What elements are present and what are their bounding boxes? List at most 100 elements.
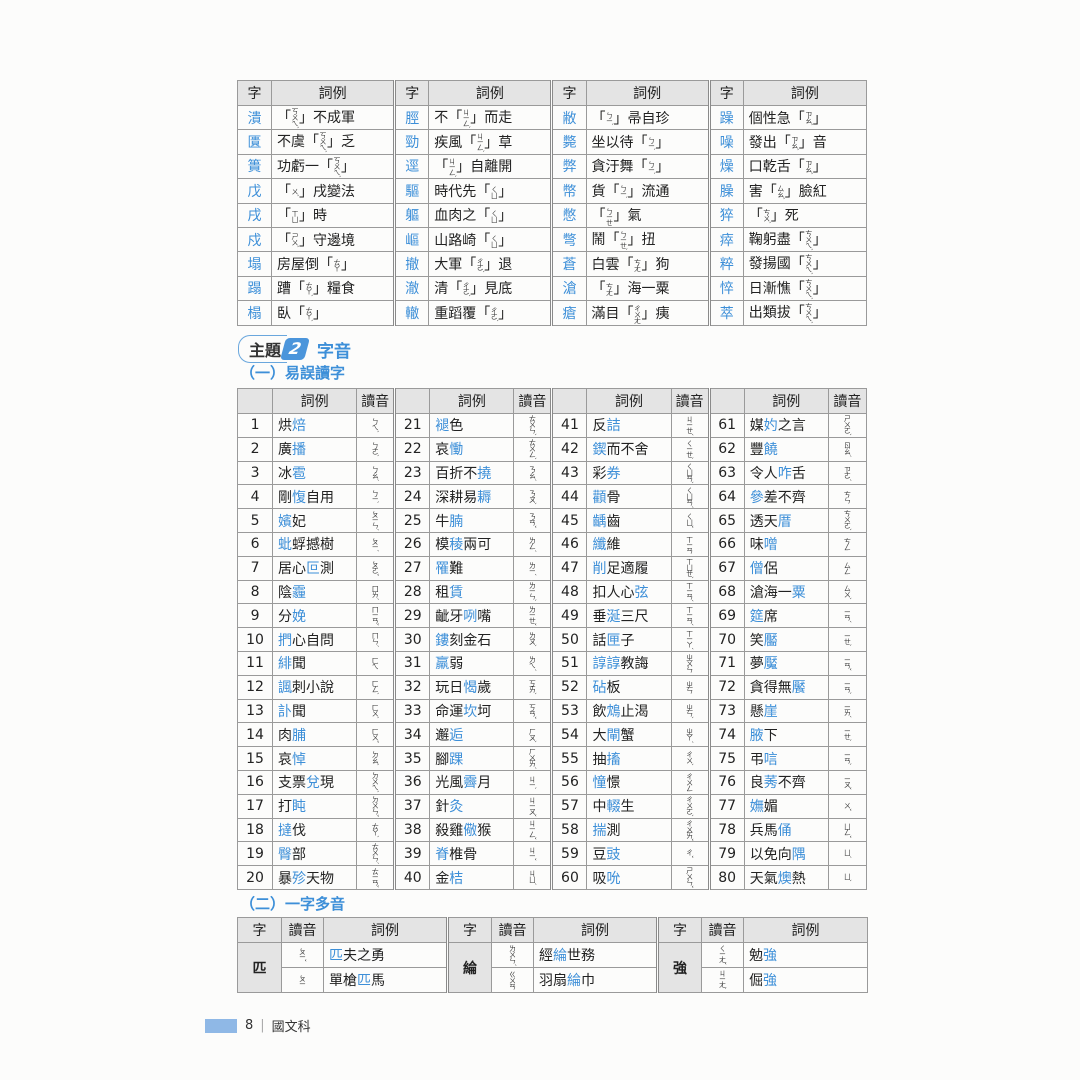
item-number: 26 bbox=[393, 531, 431, 557]
highlighted-char: 靨 bbox=[763, 632, 778, 649]
zhuyin-reading: ㄗㄜˊ bbox=[843, 465, 852, 481]
item-number: 28 bbox=[393, 579, 431, 605]
zhuyin-annotation: ㄊㄚ bbox=[333, 259, 342, 272]
zhuyin-reading: ㄆㄧˇ bbox=[298, 948, 307, 962]
zhuyin-annotation: ㄊㄚˋ bbox=[305, 282, 314, 297]
header-example: 詞例 bbox=[323, 917, 448, 943]
char-cell: 猝 bbox=[707, 202, 744, 228]
example-cell: 兵馬俑 bbox=[743, 817, 829, 843]
example-post: 」 bbox=[498, 232, 513, 249]
highlighted-char: 愎 bbox=[292, 489, 307, 506]
reading-cell: ㄌㄧㄝˇ bbox=[513, 603, 553, 629]
highlighted-char: 盹 bbox=[292, 799, 307, 816]
example-cell: 吸吮 bbox=[586, 865, 672, 890]
reading-cell: ㄖㄠˊ bbox=[827, 436, 868, 462]
example-post: 蜉撼樹 bbox=[292, 537, 335, 554]
example-cell: 「ㄎㄨㄟˋ」不成軍 bbox=[271, 104, 396, 131]
example-pre: 倔 bbox=[749, 973, 763, 989]
zhuyin-annotation: ㄔㄜˋ bbox=[462, 282, 471, 297]
example-post: 」 bbox=[812, 280, 827, 297]
highlighted-char: 悼 bbox=[292, 751, 307, 768]
zhuyin-reading: ㄧㄝˋ bbox=[843, 728, 852, 742]
example-post: 」 bbox=[498, 208, 513, 225]
example-post: 」痍 bbox=[641, 305, 670, 322]
example-post: 媚 bbox=[763, 799, 778, 816]
zhuyin-annotation: ㄐㄧㄥˋ bbox=[462, 108, 471, 128]
example-pre: 「 bbox=[591, 110, 606, 127]
example-cell: 房屋倒「ㄊㄚ」 bbox=[271, 251, 396, 277]
example-cell: 僧侶 bbox=[743, 555, 829, 581]
zhuyin-annotation: ㄎㄨㄟˋ bbox=[333, 156, 342, 178]
zhuyin-reading: ㄑㄧㄝˋ bbox=[685, 439, 694, 459]
reading-cell: ㄓㄣ bbox=[670, 674, 710, 700]
example-post: 板 bbox=[606, 680, 621, 697]
example-post: 」守邊境 bbox=[299, 232, 356, 249]
highlighted-char: 腋 bbox=[749, 727, 764, 744]
example-post: 巾 bbox=[581, 973, 595, 989]
example-pre: 彩 bbox=[592, 465, 607, 482]
example-post: 」 bbox=[313, 305, 328, 322]
example-pre: 哀 bbox=[435, 442, 450, 459]
example-pre: 支票 bbox=[278, 775, 307, 792]
example-pre: 「 bbox=[434, 159, 449, 176]
example-pre: 命運 bbox=[435, 703, 464, 720]
table-row: 14 肉脯 ㄈㄨˇ 34 邂逅 ㄏㄡˋ 54 大閘蟹 ㄓㄚˊ 74 腋下 ㄧㄝˋ bbox=[236, 722, 868, 748]
example-post: 世務 bbox=[567, 948, 595, 964]
example-cell: 針灸 bbox=[429, 793, 515, 819]
item-number: 9 bbox=[236, 603, 274, 629]
example-pre: 個性急「 bbox=[748, 110, 805, 127]
example-cell: 齲齒 bbox=[586, 508, 672, 533]
zhuyin-reading: ㄧㄞˊ bbox=[843, 704, 852, 718]
example-pre: 「 bbox=[591, 208, 606, 225]
example-post: 」臉紅 bbox=[784, 183, 827, 200]
example-post: 弱 bbox=[449, 656, 464, 673]
item-number: 42 bbox=[550, 436, 588, 462]
header-reading: 讀音 bbox=[491, 917, 534, 943]
example-pre: 居心 bbox=[278, 561, 307, 578]
example-post: 夫之勇 bbox=[343, 948, 385, 964]
example-pre: 模 bbox=[435, 537, 450, 554]
reading-cell: ㄌㄡˋ bbox=[513, 627, 553, 652]
item-number: 15 bbox=[236, 746, 274, 771]
example-pre: 發揚國「 bbox=[748, 256, 805, 273]
zhuyin-reading: ㄕㄨㄣˇ bbox=[685, 867, 694, 888]
table-row: 18 撻伐 ㄊㄚˋ 38 殺雞儆猴 ㄐㄧㄥˇ 58 揣測 ㄔㄨㄞˇ 78 兵馬俑 ㄩㄥˇ bbox=[236, 817, 868, 843]
zhuyin-reading: ㄌㄧㄝˇ bbox=[528, 606, 537, 626]
zhuyin-reading: ㄆㄧ bbox=[298, 974, 307, 986]
char-cell: 躁 bbox=[707, 104, 744, 131]
reading-cell: ㄒㄧㄢˊ bbox=[670, 579, 710, 605]
example-pre: 金 bbox=[435, 870, 450, 887]
example-cell: 邂逅 bbox=[429, 722, 515, 748]
zhuyin-annotation: ㄔㄜˋ bbox=[476, 257, 485, 273]
zhuyin-annotation: ㄑㄩ bbox=[490, 234, 499, 247]
char-cell: 撤 bbox=[393, 251, 430, 277]
zhuyin-annotation: ㄅㄧㄝ bbox=[605, 207, 614, 225]
section1-title: （一）易誤讀字 bbox=[240, 364, 346, 382]
item-number: 8 bbox=[236, 579, 274, 605]
example-cell: 日漸憔「ㄘㄨㄟˋ」 bbox=[742, 275, 868, 302]
item-number: 6 bbox=[236, 531, 274, 557]
highlighted-char: 憧 bbox=[592, 775, 607, 792]
highlighted-char: 訃 bbox=[278, 703, 293, 720]
item-number: 61 bbox=[707, 413, 745, 438]
example-pre: 透天 bbox=[749, 513, 778, 530]
example-pre: 夢 bbox=[749, 656, 764, 673]
highlighted-char: 鴆 bbox=[606, 703, 621, 720]
highlighted-char: 顴 bbox=[592, 489, 607, 506]
item-number: 56 bbox=[550, 769, 588, 795]
item-number: 38 bbox=[393, 817, 431, 843]
example-pre: 懸 bbox=[749, 703, 764, 720]
reading-cell: ㄊㄨㄣˊ bbox=[356, 841, 396, 867]
example-cell: 暴殄天物 bbox=[272, 865, 358, 890]
highlighted-char: 強 bbox=[763, 973, 777, 989]
example-post: 刺小說 bbox=[292, 680, 335, 697]
example-cell: 「ㄐㄧㄥˋ」自離開 bbox=[428, 153, 553, 180]
item-number: 10 bbox=[236, 627, 274, 652]
example-pre: 大軍「 bbox=[434, 257, 477, 274]
example-post: 」糧食 bbox=[313, 281, 356, 298]
example-post: 部 bbox=[292, 846, 307, 863]
highlighted-char: 券 bbox=[606, 465, 621, 482]
example-cell: 深耕易耨 bbox=[429, 484, 515, 510]
example-cell: 鬧「ㄅㄧㄝˋ」扭 bbox=[585, 226, 710, 253]
reading-cell: ㄑㄩㄢˊ bbox=[670, 484, 710, 510]
